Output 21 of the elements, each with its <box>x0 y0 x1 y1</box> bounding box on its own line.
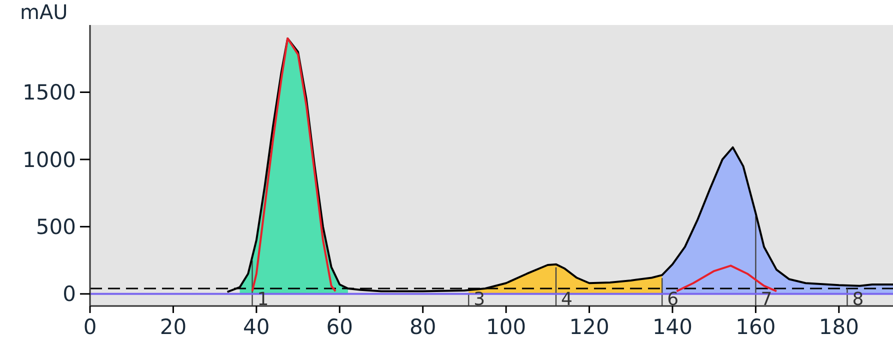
x-tick-label: 180 <box>818 315 859 339</box>
y-tick-label: 1500 <box>22 80 76 105</box>
annotation: 8 <box>852 289 864 310</box>
x-tick-label: 60 <box>326 315 354 339</box>
x-tick-label: 100 <box>486 315 526 339</box>
y-tick-label: 0 <box>62 282 76 306</box>
annotation: 1 <box>257 289 269 310</box>
x-tick-label: 40 <box>243 315 270 339</box>
x-tick-label: 0 <box>83 315 97 339</box>
x-tick-label: 120 <box>569 315 610 339</box>
annotation: 3 <box>474 289 486 310</box>
y-axis-title: mAU <box>20 0 68 24</box>
x-tick-label: 160 <box>736 315 776 339</box>
annotation: 7 <box>760 289 772 310</box>
annotation: 4 <box>560 289 572 310</box>
y-tick-label: 500 <box>36 215 76 240</box>
x-tick-label: 20 <box>160 315 187 339</box>
x-tick-label: 80 <box>409 315 436 339</box>
x-tick-label: 140 <box>652 315 693 339</box>
annotation: 6 <box>667 289 679 310</box>
y-tick-label: 1000 <box>22 148 76 172</box>
